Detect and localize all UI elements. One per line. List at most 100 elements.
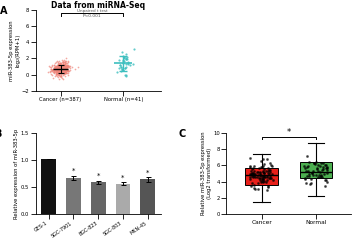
Point <box>64 71 70 75</box>
Point <box>53 65 58 69</box>
Point <box>256 166 262 170</box>
Point <box>120 68 126 72</box>
Point <box>65 73 71 77</box>
Point <box>247 156 253 160</box>
Point <box>55 68 61 72</box>
Point <box>61 60 67 63</box>
Point <box>57 71 62 75</box>
Point <box>311 161 317 165</box>
Point <box>55 65 61 69</box>
Point <box>120 61 126 65</box>
Point <box>251 172 257 176</box>
Point <box>55 74 60 78</box>
Point <box>54 71 60 75</box>
Point <box>60 66 65 70</box>
Point <box>49 68 55 72</box>
Point <box>305 169 311 173</box>
Y-axis label: Relative expression of miR-383-5p: Relative expression of miR-383-5p <box>15 128 20 219</box>
Point <box>61 65 67 69</box>
Point <box>258 165 264 169</box>
Point <box>55 68 61 72</box>
Point <box>57 70 62 74</box>
Point <box>61 68 67 72</box>
Point <box>120 61 125 65</box>
Point <box>317 175 323 179</box>
Point <box>119 67 125 71</box>
Point <box>263 169 269 173</box>
Point <box>59 67 65 71</box>
Point <box>58 64 64 68</box>
Point <box>54 72 60 76</box>
Point <box>64 65 70 69</box>
Point <box>306 160 311 164</box>
Point <box>59 64 65 68</box>
Point <box>267 170 273 174</box>
Point <box>320 168 325 172</box>
Point <box>122 66 128 70</box>
Point <box>61 62 66 66</box>
Point <box>324 180 330 184</box>
Point <box>58 67 64 71</box>
Point <box>59 67 65 71</box>
Point <box>256 176 262 180</box>
Point <box>122 66 128 70</box>
Point <box>307 182 313 186</box>
Point <box>61 65 67 69</box>
Point <box>60 60 66 63</box>
Point <box>125 60 131 64</box>
Point <box>249 181 255 185</box>
Point <box>311 161 316 165</box>
Point <box>53 65 59 69</box>
Point <box>58 66 64 70</box>
Point <box>63 59 69 63</box>
Point <box>56 76 61 79</box>
Point <box>57 66 63 70</box>
Point <box>61 70 67 74</box>
Point <box>60 77 66 81</box>
Point <box>51 67 56 71</box>
Point <box>121 55 127 59</box>
Point <box>62 62 67 66</box>
Point <box>51 69 56 73</box>
Point <box>60 62 66 66</box>
Point <box>120 68 126 72</box>
Point <box>308 182 314 185</box>
Point <box>308 177 314 181</box>
Point <box>54 65 60 69</box>
Point <box>50 76 56 80</box>
Point <box>324 166 330 170</box>
Point <box>322 178 328 182</box>
Point <box>58 67 64 71</box>
Point <box>46 64 51 68</box>
Point <box>49 63 55 67</box>
Point <box>131 62 136 66</box>
Point <box>261 179 266 183</box>
Point <box>61 67 67 71</box>
Point <box>265 185 271 189</box>
Point <box>260 174 266 178</box>
Point <box>59 66 65 70</box>
Point <box>59 71 65 75</box>
Point <box>262 175 268 179</box>
Point <box>51 63 57 67</box>
Point <box>61 66 66 70</box>
Point <box>59 71 65 75</box>
Point <box>56 73 62 77</box>
Point <box>55 65 60 69</box>
Point <box>57 66 62 70</box>
Point <box>260 177 266 181</box>
Point <box>56 70 62 74</box>
Point <box>57 65 63 69</box>
Point <box>47 70 53 74</box>
Point <box>61 64 67 68</box>
Point <box>56 65 62 69</box>
Point <box>301 164 307 168</box>
Point <box>261 171 266 175</box>
Point <box>58 69 64 73</box>
Point <box>63 69 69 73</box>
Point <box>55 66 61 70</box>
Point <box>260 180 266 184</box>
Point <box>60 68 66 72</box>
Point <box>57 64 62 68</box>
Point <box>62 70 68 74</box>
